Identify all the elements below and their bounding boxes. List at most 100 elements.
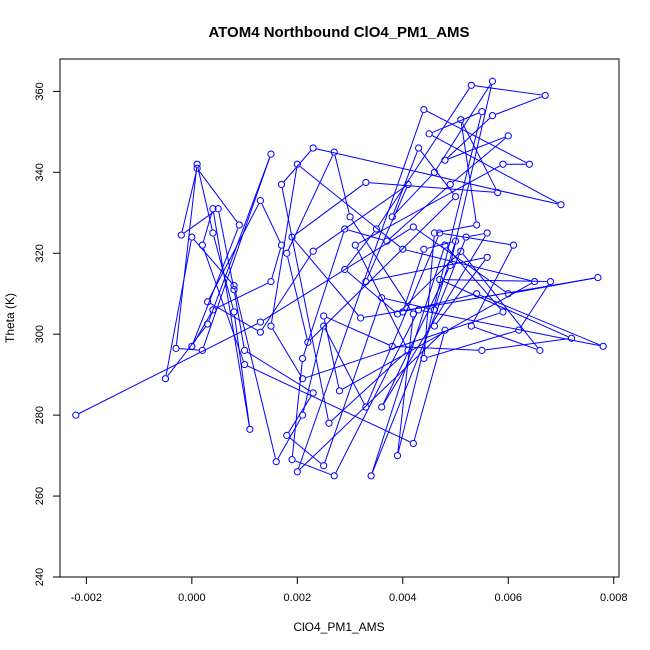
data-point	[499, 308, 507, 316]
data-point	[451, 237, 460, 245]
series-line-segment	[469, 233, 484, 237]
series-line-segment	[520, 284, 549, 328]
data-point	[230, 286, 238, 294]
series-line-segment	[351, 219, 412, 312]
series-line-segment	[271, 248, 281, 279]
data-point	[420, 105, 428, 114]
series-line-segment	[213, 212, 250, 426]
data-point	[488, 77, 497, 85]
data-point	[504, 132, 512, 140]
series-line-segment	[234, 289, 276, 459]
data-point	[404, 180, 412, 189]
data-point	[525, 160, 533, 168]
x-tick-label: 0.002	[284, 592, 312, 604]
data-point	[235, 221, 243, 229]
series-line-segment	[295, 460, 332, 476]
series-line-segment	[179, 348, 199, 351]
data-point	[557, 201, 565, 209]
series-line-segment	[326, 316, 390, 346]
data-point	[309, 389, 317, 397]
series-line-segment	[293, 239, 359, 316]
series-line-segment	[383, 235, 486, 405]
data-point	[362, 178, 370, 187]
series-line-segment	[175, 167, 198, 345]
x-tick-label: 0.004	[389, 592, 417, 604]
series-line-segment	[247, 351, 311, 392]
series-line-segment	[452, 137, 506, 183]
data-point	[404, 346, 412, 354]
data-point	[420, 354, 428, 363]
data-point	[541, 91, 549, 100]
data-point	[504, 290, 512, 298]
data-point	[436, 275, 444, 284]
series-line-segment	[234, 315, 250, 426]
series-line-segment	[461, 122, 497, 190]
data-point	[304, 338, 312, 346]
series-line-segment	[479, 294, 601, 346]
series-line-segment	[198, 170, 238, 223]
series-line-segment	[369, 182, 495, 193]
series-line-segment	[181, 171, 197, 232]
series-layer	[72, 77, 607, 480]
series-line-segment	[261, 253, 312, 330]
series-line-segment	[78, 323, 258, 414]
data-point	[409, 310, 417, 318]
series-line-segment	[203, 157, 271, 348]
data-point	[309, 247, 317, 255]
series-line-segment	[167, 326, 206, 377]
data-point	[240, 346, 249, 354]
data-point	[172, 344, 180, 352]
data-point	[320, 322, 328, 330]
data-point	[446, 261, 454, 269]
x-axis-label: ClO4_PM1_AMS	[293, 620, 384, 634]
data-point	[267, 322, 275, 330]
series-line-segment	[305, 312, 500, 379]
data-point	[478, 108, 486, 116]
series-line-segment	[389, 186, 448, 240]
data-point	[599, 342, 607, 350]
series-line-segment	[218, 212, 234, 287]
series-line-segment	[193, 239, 233, 284]
data-point	[204, 298, 212, 306]
series-line-segment	[448, 136, 506, 160]
data-point	[367, 472, 375, 480]
data-point	[457, 247, 465, 255]
data-point	[298, 411, 307, 419]
series-line-segment	[436, 259, 486, 324]
series-line-segment	[334, 155, 350, 214]
data-point	[415, 144, 423, 152]
data-point	[467, 322, 475, 330]
data-point	[204, 320, 212, 328]
data-point	[446, 180, 454, 189]
data-point	[256, 197, 264, 205]
data-point	[177, 231, 185, 239]
series-line-segment	[261, 203, 281, 243]
series-line-segment	[346, 231, 375, 267]
series-line-segment	[364, 277, 595, 318]
x-tick-label: 0.006	[494, 592, 522, 604]
y-tick-label: 340	[34, 163, 46, 181]
data-point	[372, 225, 381, 233]
series-line-segment	[302, 329, 324, 412]
series-line-segment	[413, 333, 445, 441]
series-line-segment	[335, 312, 418, 473]
data-point	[536, 346, 544, 354]
data-point	[441, 326, 449, 334]
series-line-segment	[426, 110, 527, 164]
data-point	[330, 148, 338, 156]
series-line-segment	[331, 352, 406, 422]
data-point	[383, 237, 391, 245]
series-line-segment	[287, 155, 334, 251]
series-line-segment	[369, 257, 484, 282]
data-point	[188, 233, 196, 241]
data-point	[483, 229, 491, 237]
series-line-segment	[427, 241, 453, 249]
data-point	[288, 456, 296, 464]
data-point	[230, 282, 238, 290]
data-point	[267, 277, 275, 286]
data-point	[494, 188, 502, 197]
series-line-segment	[435, 84, 491, 170]
y-tick-label: 300	[34, 325, 46, 343]
series-line-segment	[272, 328, 302, 376]
